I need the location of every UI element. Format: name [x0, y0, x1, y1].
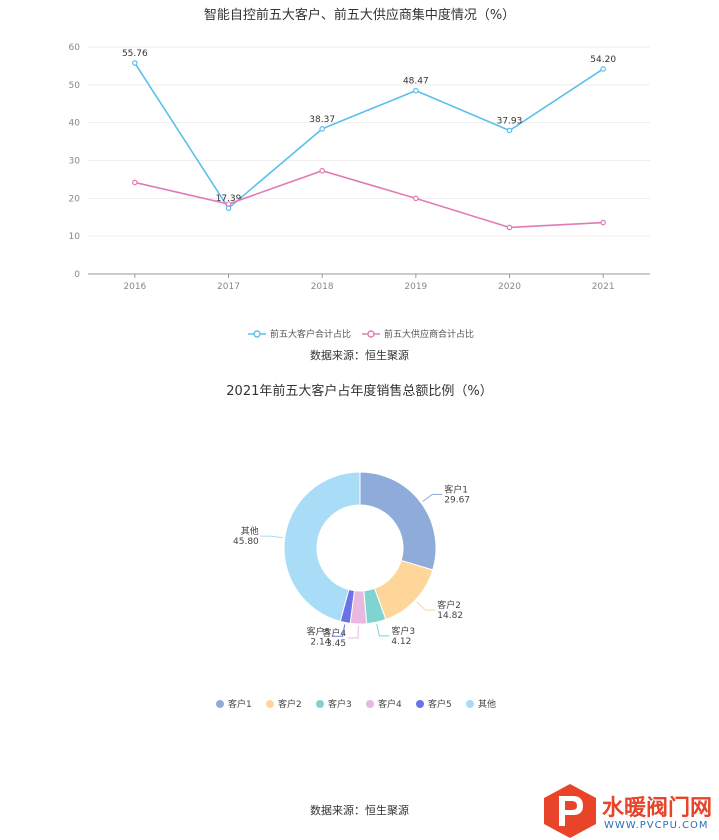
data-point	[225, 201, 232, 207]
x-tick-label: 2016	[123, 282, 146, 292]
y-tick-label: 40	[69, 119, 81, 129]
watermark: 水暖阀门网 WWW.PVCPU.COM	[540, 782, 719, 840]
y-tick-label: 30	[69, 157, 81, 167]
legend-marker	[366, 700, 374, 708]
watermark-text: 水暖阀门网	[602, 796, 713, 821]
y-tick-label: 20	[69, 194, 81, 204]
legend-marker	[416, 700, 424, 708]
line-chart-title: 智能自控前五大客户、前五大供应商集中度情况（%）	[203, 8, 516, 23]
legend-label: 其他	[478, 698, 496, 710]
data-point	[600, 219, 606, 226]
pv-logo-icon	[544, 784, 596, 838]
watermark-url: WWW.PVCPU.COM	[604, 820, 709, 831]
x-tick-label: 2021	[592, 282, 615, 292]
pie-slice-6	[283, 471, 361, 622]
legend-marker	[367, 330, 375, 338]
legend-marker	[253, 330, 261, 338]
slice-name-label: 客户2	[437, 599, 461, 611]
slice-value-label: 3.45	[326, 639, 346, 649]
data-label: 17.39	[216, 194, 242, 204]
leader-line	[348, 625, 359, 639]
leader-line	[332, 624, 346, 637]
legend-label: 客户5	[428, 698, 452, 710]
data-label: 48.47	[403, 77, 429, 87]
pie-chart-source: 数据来源：恒生聚源	[310, 804, 409, 817]
y-tick-label: 60	[69, 43, 81, 53]
legend-label: 客户3	[328, 698, 352, 710]
data-point	[413, 195, 419, 202]
pie-slice-1	[359, 471, 437, 571]
data-label: 54.20	[590, 55, 616, 65]
pie-slice-2	[373, 559, 434, 621]
leader-line	[416, 601, 436, 611]
slice-name-label: 其他	[241, 525, 259, 537]
legend-marker	[466, 700, 474, 708]
series-line-1	[134, 62, 604, 210]
data-point	[319, 126, 325, 132]
data-point	[319, 167, 325, 174]
leader-line	[376, 624, 390, 637]
slice-name-label: 客户5	[307, 625, 331, 637]
leader-line	[422, 493, 443, 502]
slice-value-label: 45.80	[233, 537, 259, 547]
data-point	[132, 179, 138, 186]
y-tick-label: 10	[69, 232, 81, 242]
data-label: 37.93	[497, 116, 523, 126]
x-tick-label: 2017	[217, 282, 240, 292]
y-tick-label: 50	[69, 81, 81, 91]
slice-value-label: 14.82	[437, 611, 463, 621]
x-tick-label: 2018	[311, 282, 334, 292]
legend-label: 客户2	[278, 698, 302, 710]
legend-label: 前五大客户合计占比	[270, 328, 351, 340]
legend-marker	[266, 700, 274, 708]
data-point	[506, 127, 513, 134]
slice-name-label: 客户1	[444, 483, 468, 495]
legend-marker	[316, 700, 324, 708]
line-chart-source: 数据来源：恒生聚源	[310, 349, 409, 362]
slice-name-label: 客户3	[391, 625, 415, 637]
series-line-2	[134, 169, 604, 229]
leader-line	[260, 535, 283, 539]
data-label: 55.76	[122, 49, 148, 59]
slice-value-label: 2.14	[310, 637, 330, 647]
slice-value-label: 4.12	[391, 637, 411, 647]
x-tick-label: 2019	[404, 282, 427, 292]
legend-label: 客户1	[228, 698, 252, 710]
pie-chart-title: 2021年前五大客户占年度销售总额比例（%）	[226, 384, 493, 399]
data-point	[132, 60, 138, 66]
legend-marker	[216, 700, 224, 708]
data-label: 38.37	[309, 115, 335, 125]
legend-label: 前五大供应商合计占比	[384, 328, 474, 340]
slice-value-label: 29.67	[444, 495, 470, 505]
data-point	[506, 224, 513, 231]
x-tick-label: 2020	[498, 282, 521, 292]
data-point	[413, 87, 419, 94]
y-tick-label: 0	[74, 270, 80, 280]
data-point	[600, 66, 606, 72]
legend-label: 客户4	[378, 698, 402, 710]
